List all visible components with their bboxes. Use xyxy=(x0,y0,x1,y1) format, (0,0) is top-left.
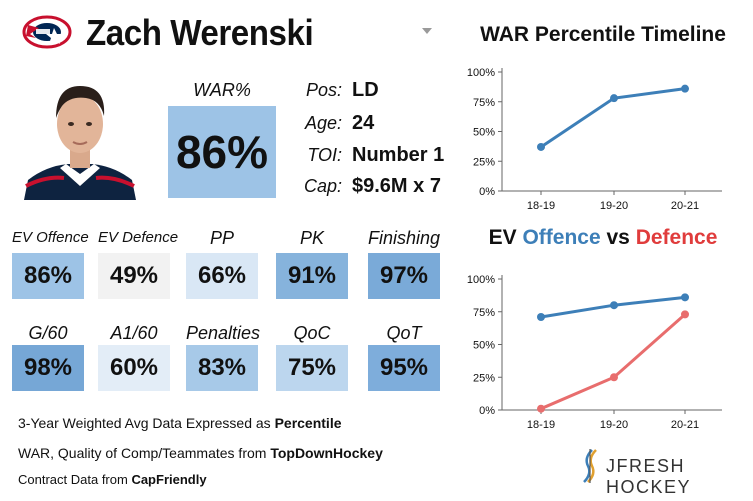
player-dropdown-icon[interactable] xyxy=(422,28,432,34)
chart2-x-tick-label: 19-20 xyxy=(600,419,628,431)
stat-value-penalties: 83% xyxy=(186,345,258,391)
chart2-series-line-1 xyxy=(540,313,686,411)
chart2-y-tick-label: 100% xyxy=(467,274,495,286)
stat-label-a160: A1/60 xyxy=(110,323,158,343)
chart2-series-1-point xyxy=(681,310,689,319)
war-value: 86% xyxy=(168,106,276,198)
stat-label-ev-defence: EV Defence xyxy=(98,229,179,246)
chart1-y-tick-label: 0% xyxy=(479,186,495,198)
war-label: WAR% xyxy=(193,80,251,100)
pos-value: LD xyxy=(352,79,379,101)
stat-label-g60: G/60 xyxy=(28,323,68,343)
chart2-title-vs: vs xyxy=(600,226,636,249)
chart1-series-0-point xyxy=(537,142,545,151)
toi-value: Number 1 xyxy=(352,144,445,166)
brand-name: JFRESH HOCKEY xyxy=(606,456,692,497)
stat-label-ev-offence: EV Offence xyxy=(12,229,89,246)
cap-label: Cap: xyxy=(303,176,342,196)
chart2-y-tick-label: 0% xyxy=(479,405,495,417)
stat-value-g60: 98% xyxy=(12,345,84,391)
age-value: 24 xyxy=(352,112,375,134)
chart2-y-tick-label: 25% xyxy=(473,372,495,384)
stat-label-pk: PK xyxy=(299,228,324,248)
stat-label-qot: QoT xyxy=(386,323,422,343)
chart2-x-tick-label: 18-19 xyxy=(527,419,555,431)
cap-value: $9.6M x 7 xyxy=(352,175,441,197)
chart1-x-tick-label: 18-19 xyxy=(527,200,555,212)
chart2-series-1-point xyxy=(537,404,545,413)
chart1-x-tick-label: 19-20 xyxy=(600,200,628,212)
toi-label: TOI: xyxy=(307,145,342,165)
age-label: Age: xyxy=(304,113,342,133)
stat-value-qoc: 75% xyxy=(276,345,348,391)
note-capfriendly: Contract Data from CapFriendly xyxy=(18,472,207,487)
stat-value-qot: 95% xyxy=(368,345,440,391)
chart2-x-tick-label: 20-21 xyxy=(671,419,699,431)
stat-label-pp: PP xyxy=(209,228,234,248)
team-logo-icon xyxy=(22,15,72,49)
chart1-y-tick-label: 50% xyxy=(473,127,495,139)
chart2-series-0-point xyxy=(537,312,545,321)
note-percentile: 3-Year Weighted Avg Data Expressed as Pe… xyxy=(18,415,342,431)
chart2-series-1-point xyxy=(610,373,618,382)
chart2-series-0-point xyxy=(610,301,618,310)
stat-value-ev-offence: 86% xyxy=(12,253,84,299)
chart2-title-offence: Offence xyxy=(522,226,601,249)
chart1-y-tick-label: 75% xyxy=(473,97,495,109)
chart1-series-0-point xyxy=(610,94,618,103)
note-topdownhockey: WAR, Quality of Comp/Teammates from TopD… xyxy=(18,445,383,461)
pos-label: Pos: xyxy=(305,80,342,100)
stat-label-qoc: QoC xyxy=(293,323,331,343)
stat-value-a160: 60% xyxy=(98,345,170,391)
chart2-title: EV Offence vs Defence xyxy=(468,226,738,250)
stat-value-finishing: 97% xyxy=(368,253,440,299)
chart1-title: WAR Percentile Timeline xyxy=(480,23,726,46)
stat-label-finishing: Finishing xyxy=(368,228,441,248)
player-photo xyxy=(16,68,144,200)
stat-value-pk: 91% xyxy=(276,253,348,299)
chart1-y-tick-label: 25% xyxy=(473,156,495,168)
chart1-y-tick-label: 100% xyxy=(467,67,495,79)
chart2-y-tick-label: 75% xyxy=(473,307,495,319)
war-percentile-chart: 0% 25% 50% 75% 100% 18-19 19-20 20-21 xyxy=(467,67,722,212)
stat-label-penalties: Penalties xyxy=(186,323,261,343)
chart1-x-tick-label: 20-21 xyxy=(671,200,699,212)
chart1-series-0-point xyxy=(681,84,689,93)
chart2-title-defence: Defence xyxy=(635,226,718,249)
stat-value-ev-defence: 49% xyxy=(98,253,170,299)
brand-logo-icon xyxy=(583,449,597,483)
chart2-title-ev: EV xyxy=(488,226,523,249)
stat-value-pp: 66% xyxy=(186,253,258,299)
chart2-series-0-point xyxy=(681,293,689,302)
chart2-y-tick-label: 50% xyxy=(473,340,495,352)
ev-offence-defence-chart: 0% 25% 50% 75% 100% 18-19 19-20 20-21 xyxy=(467,274,722,431)
player-name: Zach Werenski xyxy=(86,12,314,53)
